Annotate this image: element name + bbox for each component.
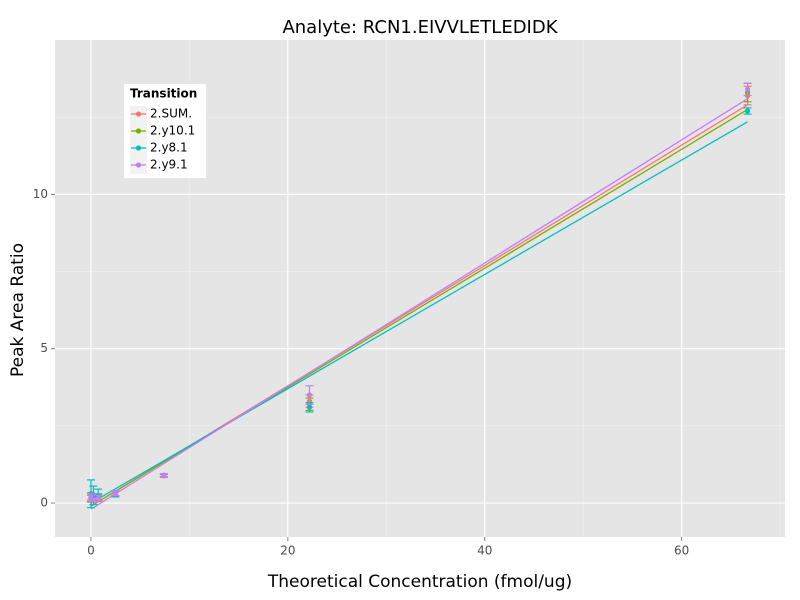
- legend-label: 2.y8.1: [150, 141, 188, 155]
- legend-swatch: [135, 111, 142, 117]
- point: [161, 472, 167, 478]
- y-tick-label: 5: [40, 341, 48, 355]
- x-tick-label: 0: [87, 544, 95, 558]
- point: [744, 86, 751, 92]
- point: [306, 404, 313, 410]
- point: [744, 108, 751, 114]
- x-tick-label: 20: [280, 544, 295, 558]
- fit-line: [90, 98, 748, 510]
- point: [95, 495, 101, 502]
- x-axis-label: Theoretical Concentration (fmol/ug): [267, 572, 572, 592]
- legend-label: 2.y9.1: [150, 158, 188, 172]
- legend-swatch: [135, 145, 142, 151]
- fit-line: [90, 121, 748, 504]
- point: [112, 490, 118, 496]
- x-tick-label: 40: [477, 544, 492, 558]
- legend-swatch: [135, 128, 142, 134]
- chart-title: Analyte: RCN1.EIVVLETLEDIDK: [282, 17, 558, 38]
- legend: Transition 2.SUM. 2.y10.1 2.y8.1 2.y9.1: [124, 84, 206, 178]
- legend-swatch: [135, 162, 142, 168]
- legend-title: Transition: [130, 87, 197, 101]
- x-tick-label: 60: [674, 544, 689, 558]
- y-tick-label: 0: [40, 496, 48, 510]
- legend-label: 2.SUM.: [150, 107, 192, 121]
- y-tick-label: 10: [33, 187, 48, 201]
- legend-label: 2.y10.1: [150, 124, 195, 138]
- point: [306, 392, 313, 398]
- y-axis-label: Peak Area Ratio: [8, 243, 28, 377]
